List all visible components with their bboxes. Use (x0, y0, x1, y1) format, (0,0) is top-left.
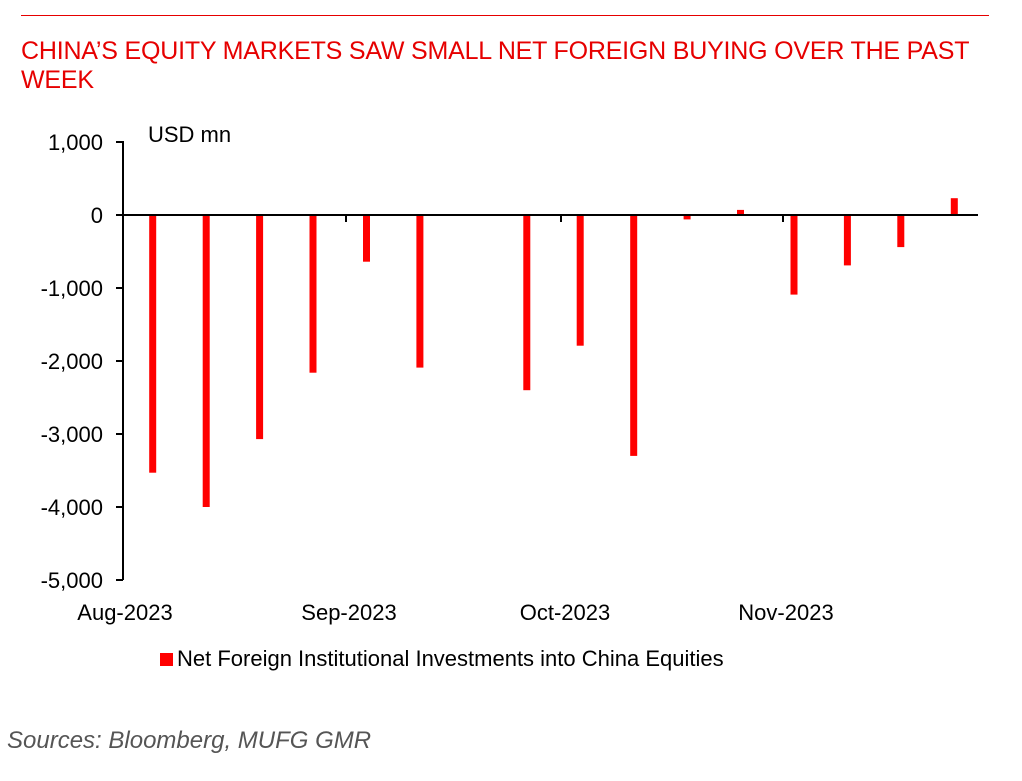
bar (256, 215, 264, 440)
top-rule (21, 15, 989, 16)
x-tick-label: Aug-2023 (77, 600, 172, 625)
chart-title: CHINA’S EQUITY MARKETS SAW SMALL NET FOR… (21, 37, 969, 94)
y-tick-label: -2,000 (41, 349, 103, 374)
bar (843, 215, 851, 266)
bar (950, 198, 958, 215)
bar (790, 215, 798, 295)
y-tick-label: -4,000 (41, 495, 103, 520)
y-tick-label: -3,000 (41, 422, 103, 447)
y-unit-label: USD mn (148, 122, 231, 147)
x-tick-label: Sep-2023 (301, 600, 396, 625)
bar (202, 215, 210, 507)
bar (523, 215, 531, 391)
legend: Net Foreign Institutional Investments in… (160, 646, 724, 672)
bar (416, 215, 424, 368)
y-tick-label: 1,000 (48, 130, 103, 155)
axes-group: 1,000 0 -1,000 -2,000 -3,000 -4,000 -5,000 Aug-… (41, 130, 978, 625)
y-tick-label: -5,000 (41, 568, 103, 593)
source-note: Sources: Bloomberg, MUFG GMR (7, 727, 372, 754)
bar (149, 215, 157, 473)
legend-label: Net Foreign Institutional Investments in… (177, 646, 724, 671)
bar (309, 215, 317, 373)
x-tick-label: Nov-2023 (738, 600, 833, 625)
bar (737, 209, 744, 215)
x-tick-label: Oct-2023 (520, 600, 611, 625)
bar (363, 215, 370, 262)
bar (630, 215, 638, 456)
y-tick-label: 0 (91, 203, 103, 228)
bar (576, 215, 584, 346)
y-tick-label: -1,000 (41, 276, 103, 301)
bars-group (149, 198, 958, 507)
bar (683, 215, 691, 220)
bar (897, 215, 905, 248)
legend-swatch (160, 652, 173, 666)
